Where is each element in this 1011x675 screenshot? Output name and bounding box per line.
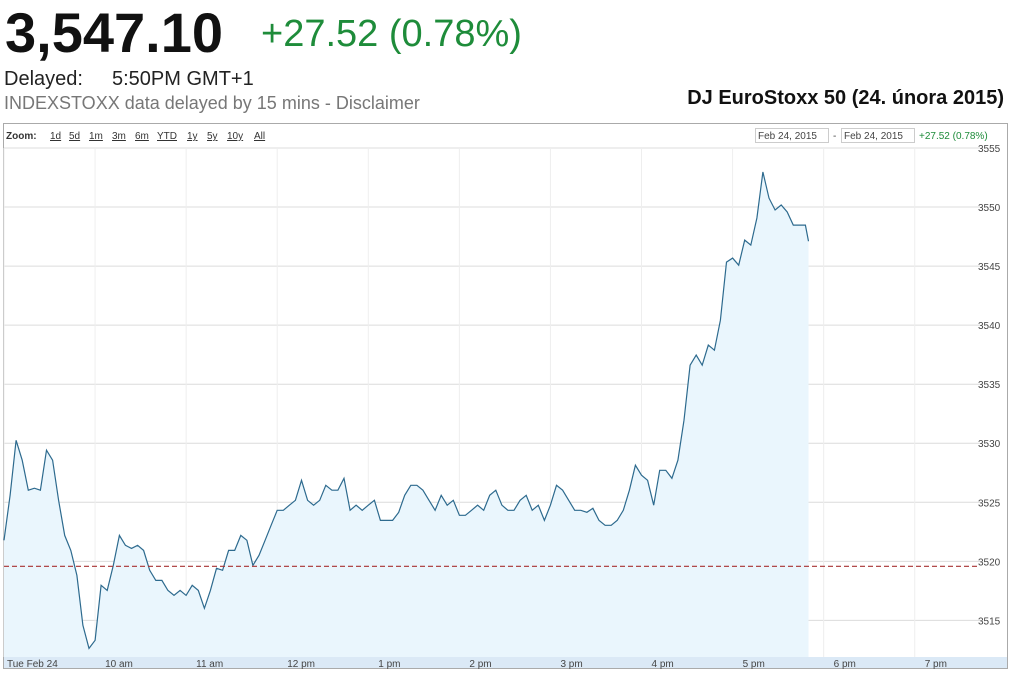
range-box — [755, 128, 829, 143]
delayed-time: 5:50PM GMT+1 — [112, 68, 254, 90]
x-tick-label: 1 pm — [378, 659, 400, 670]
zoom-option[interactable]: 1y — [187, 131, 198, 142]
x-tick-label: 10 am — [105, 659, 133, 670]
line — [3, 171, 810, 650]
y-tick-label: 3545 — [978, 262, 1001, 273]
zoom-option[interactable]: 6m — [135, 131, 149, 142]
x-tick-label: Tue Feb 24 — [7, 659, 58, 670]
area — [4, 172, 809, 657]
zoom-label: Zoom: — [6, 131, 37, 142]
y-tick-label: 3530 — [978, 439, 1001, 450]
zoom-option[interactable]: 3m — [112, 131, 126, 142]
range-change: +27.52 (0.78%) — [919, 131, 988, 142]
zoom-option[interactable]: YTD — [157, 131, 177, 142]
x-axis-band — [4, 657, 1007, 668]
range-separator: - — [833, 131, 836, 142]
x-tick-label: 12 pm — [287, 659, 315, 670]
zoom-option[interactable]: 5y — [207, 131, 218, 142]
zoom-option[interactable]: 1d — [50, 131, 61, 142]
x-tick-label: 3 pm — [560, 659, 582, 670]
y-tick-label: 3535 — [978, 380, 1001, 391]
zoom-option[interactable]: 1m — [89, 131, 103, 142]
y-tick-label: 3525 — [978, 498, 1001, 509]
y-tick-label: 3540 — [978, 321, 1001, 332]
source-note[interactable]: INDEXSTOXX data delayed by 15 mins - Dis… — [4, 93, 420, 113]
range-box — [841, 128, 915, 143]
x-tick-label: 2 pm — [469, 659, 491, 670]
range-to[interactable]: Feb 24, 2015 — [844, 131, 903, 142]
price-change: +27.52 (0.78%) — [261, 13, 522, 55]
x-tick-label: 11 am — [196, 659, 223, 670]
x-tick-label: 4 pm — [652, 659, 674, 670]
price: 3,547.10 — [5, 1, 223, 64]
y-tick-label: 3550 — [978, 203, 1001, 214]
x-tick-label: 7 pm — [925, 659, 947, 670]
range-from[interactable]: Feb 24, 2015 — [758, 131, 817, 142]
delayed-label: Delayed: — [4, 68, 83, 90]
y-tick-label: 3555 — [978, 144, 1001, 155]
zoom-option[interactable]: All — [254, 131, 265, 142]
x-tick-label: 6 pm — [834, 659, 856, 670]
x-tick-label: 5 pm — [743, 659, 765, 670]
y-tick-label: 3520 — [978, 557, 1001, 568]
chart-title: DJ EuroStoxx 50 (24. února 2015) — [687, 87, 1004, 109]
y-tick-label: 3515 — [978, 616, 1001, 627]
zoom-option[interactable]: 5d — [69, 131, 80, 142]
zoom-option[interactable]: 10y — [227, 131, 243, 142]
